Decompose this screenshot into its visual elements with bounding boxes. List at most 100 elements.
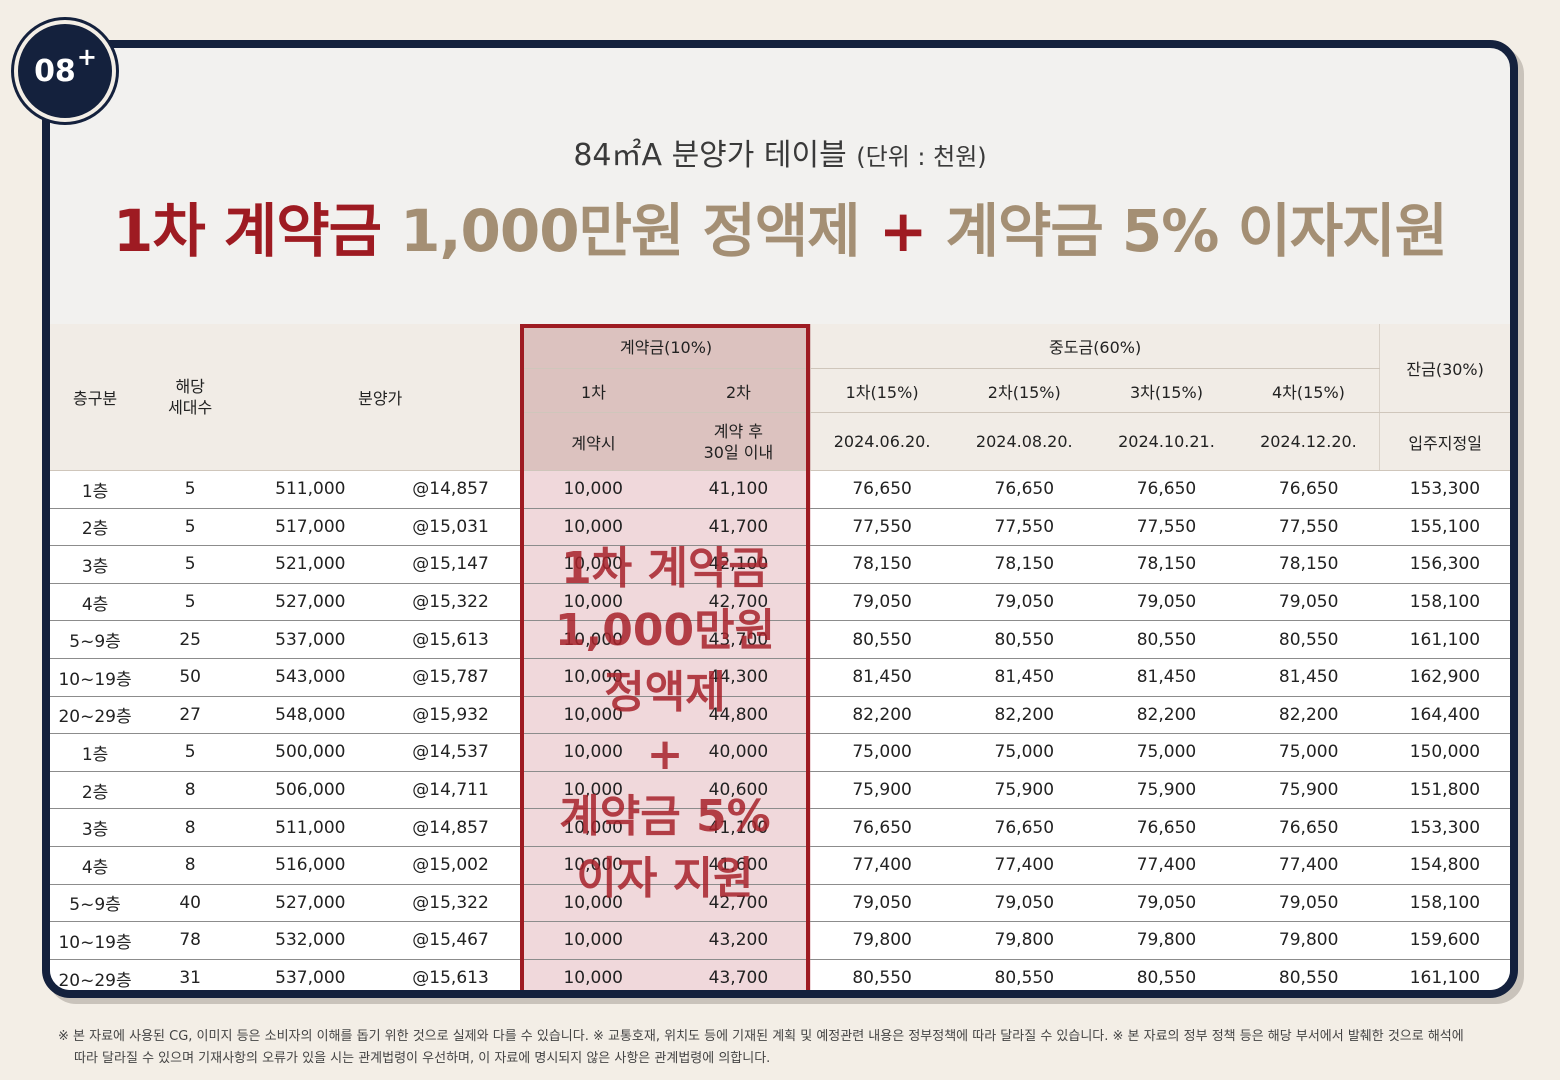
table-cell: 543,000 — [240, 658, 381, 697]
table-cell: 5~9층 — [50, 620, 141, 659]
table-cell: 78,150 — [953, 545, 1096, 584]
table-row: 4층 5 527,000 @15,322 10,000 42,700 79,050 79,05… — [50, 583, 1510, 622]
table-cell: 1층 — [50, 733, 141, 772]
table-cell: 158,100 — [1379, 583, 1510, 622]
table-cell: 76,650 — [953, 470, 1096, 509]
table-cell: 25 — [140, 620, 241, 659]
table-cell: @14,537 — [380, 733, 521, 772]
table-cell: 10,000 — [520, 470, 666, 509]
table-cell: 79,050 — [1095, 583, 1238, 622]
table-cell: 77,400 — [1237, 846, 1380, 885]
table-row: 10~19층 50 543,000 @15,787 10,000 44,300 81,450… — [50, 658, 1510, 697]
table-cell: @15,932 — [380, 696, 521, 735]
table-cell: 76,650 — [811, 470, 954, 509]
table-cell: 154,800 — [1379, 846, 1510, 885]
table-cell: 10,000 — [520, 921, 666, 960]
price-table: 층구분 해당 세대수 분양가 계약금(10%) 중도금(60%) 잔금(30%)… — [50, 324, 1510, 991]
table-cell: 153,300 — [1379, 470, 1510, 509]
table-cell: 77,550 — [1095, 508, 1238, 547]
table-cell: 27 — [140, 696, 241, 735]
table-cell: 82,200 — [1095, 696, 1238, 735]
table-cell: 75,000 — [953, 733, 1096, 772]
table-cell: 162,900 — [1379, 658, 1510, 697]
headline-red: 1차 계약금 — [112, 197, 382, 265]
table-cell: 76,650 — [1237, 470, 1380, 509]
table-cell: 10,000 — [520, 658, 666, 697]
table-cell: 537,000 — [240, 620, 381, 659]
table-cell: 78,150 — [1237, 545, 1380, 584]
unit-label: (단위 : 천원) — [856, 143, 987, 171]
table-cell: 41,100 — [665, 470, 811, 509]
table-row: 3층 8 511,000 @14,857 10,000 41,100 76,650 76,65… — [50, 808, 1510, 847]
table-cell: 75,900 — [953, 771, 1096, 810]
table-cell: 76,650 — [1237, 808, 1380, 847]
table-cell: 44,800 — [665, 696, 811, 735]
table-cell: @14,711 — [380, 771, 521, 810]
table-cell: 527,000 — [240, 884, 381, 923]
disclaimer-line-2: 따라 달라질 수 있으며 기재사항의 오류가 있을 시는 관계법령이 우선하며,… — [74, 1051, 771, 1066]
table-cell: 164,400 — [1379, 696, 1510, 735]
table-cell: 506,000 — [240, 771, 381, 810]
price-table-card: 84㎡A 분양가 테이블 (단위 : 천원) 1차 계약금 1,000만원 정액… — [42, 40, 1518, 998]
table-cell: 8 — [140, 808, 241, 847]
units-header: 해당 세대수 — [140, 324, 241, 471]
table-cell: 5~9층 — [50, 884, 141, 923]
middle-2-date: 2024.08.20. — [953, 412, 1096, 471]
table-cell: 42,100 — [665, 545, 811, 584]
table-cell: 500,000 — [240, 733, 381, 772]
table-cell: 50 — [140, 658, 241, 697]
table-cell: 20~29층 — [58, 970, 132, 991]
table-cell: 77,550 — [953, 508, 1096, 547]
table-cell: @14,857 — [380, 808, 521, 847]
table-cell: 161,100 — [1379, 620, 1510, 659]
page-number: 08 — [34, 53, 76, 89]
headline-tan-1: 1,000만원 정액제 — [400, 197, 860, 265]
table-cell: 150,000 — [1379, 733, 1510, 772]
table-row: 20~29층 31 537,000 @15,613 10,000 43,700 80,550… — [50, 959, 1510, 991]
table-cell: 10~19층 — [50, 921, 141, 960]
table-cell: 79,800 — [953, 921, 1096, 960]
balance-header: 잔금(30%) — [1379, 324, 1510, 413]
table-cell: 76,650 — [1095, 470, 1238, 509]
table-row: 20~29층 27 548,000 @15,932 10,000 44,800 82,200… — [50, 696, 1510, 735]
middle-4-header: 4차(15%) — [1237, 368, 1381, 413]
floor-header: 층구분 — [50, 324, 141, 471]
table-cell: 5 — [140, 508, 241, 547]
table-cell: 10,000 — [520, 959, 666, 990]
table-cell: 41,600 — [665, 846, 811, 885]
table-cell: 5 — [140, 733, 241, 772]
table-cell: 158,100 — [1379, 884, 1510, 923]
table-cell: 42,700 — [665, 884, 811, 923]
table-cell: 43,200 — [665, 921, 811, 960]
table-cell: 521,000 — [240, 545, 381, 584]
table-cell: 79,050 — [811, 884, 954, 923]
deposit-2-when: 계약 후 30일 이내 — [665, 412, 811, 471]
table-cell: 82,200 — [811, 696, 954, 735]
table-cell: 10,000 — [520, 545, 666, 584]
promotion-headline: 1차 계약금 1,000만원 정액제 + 계약금 5% 이자지원 — [50, 184, 1510, 268]
table-cell: @15,322 — [380, 884, 521, 923]
table-cell: 10,000 — [520, 884, 666, 923]
table-cell: 82,200 — [1237, 696, 1380, 735]
table-cell: @15,613 — [380, 620, 521, 659]
table-cell: 78,150 — [811, 545, 954, 584]
table-cell: 75,000 — [811, 733, 954, 772]
table-cell: 527,000 — [240, 583, 381, 622]
table-cell: 80,550 — [1136, 968, 1197, 989]
table-cell: 10,000 — [520, 696, 666, 735]
table-cell: 10,000 — [520, 771, 666, 810]
table-cell: 81,450 — [953, 658, 1096, 697]
table-cell: 77,400 — [1095, 846, 1238, 885]
table-cell: 81,450 — [811, 658, 954, 697]
table-cell: 548,000 — [240, 696, 381, 735]
table-cell: 40 — [140, 884, 241, 923]
table-cell: 81,450 — [1237, 658, 1380, 697]
table-cell: 4층 — [50, 583, 141, 622]
table-cell: 10,000 — [520, 846, 666, 885]
table-cell: 80,550 — [811, 620, 954, 659]
table-cell: 79,050 — [1237, 583, 1380, 622]
table-cell: 41,700 — [665, 508, 811, 547]
table-cell: 79,050 — [811, 583, 954, 622]
price-rows: 1층 5 511,000 @14,857 10,000 41,100 76,650 76,65… — [50, 470, 1510, 991]
middle-1-header: 1차(15%) — [811, 368, 954, 413]
